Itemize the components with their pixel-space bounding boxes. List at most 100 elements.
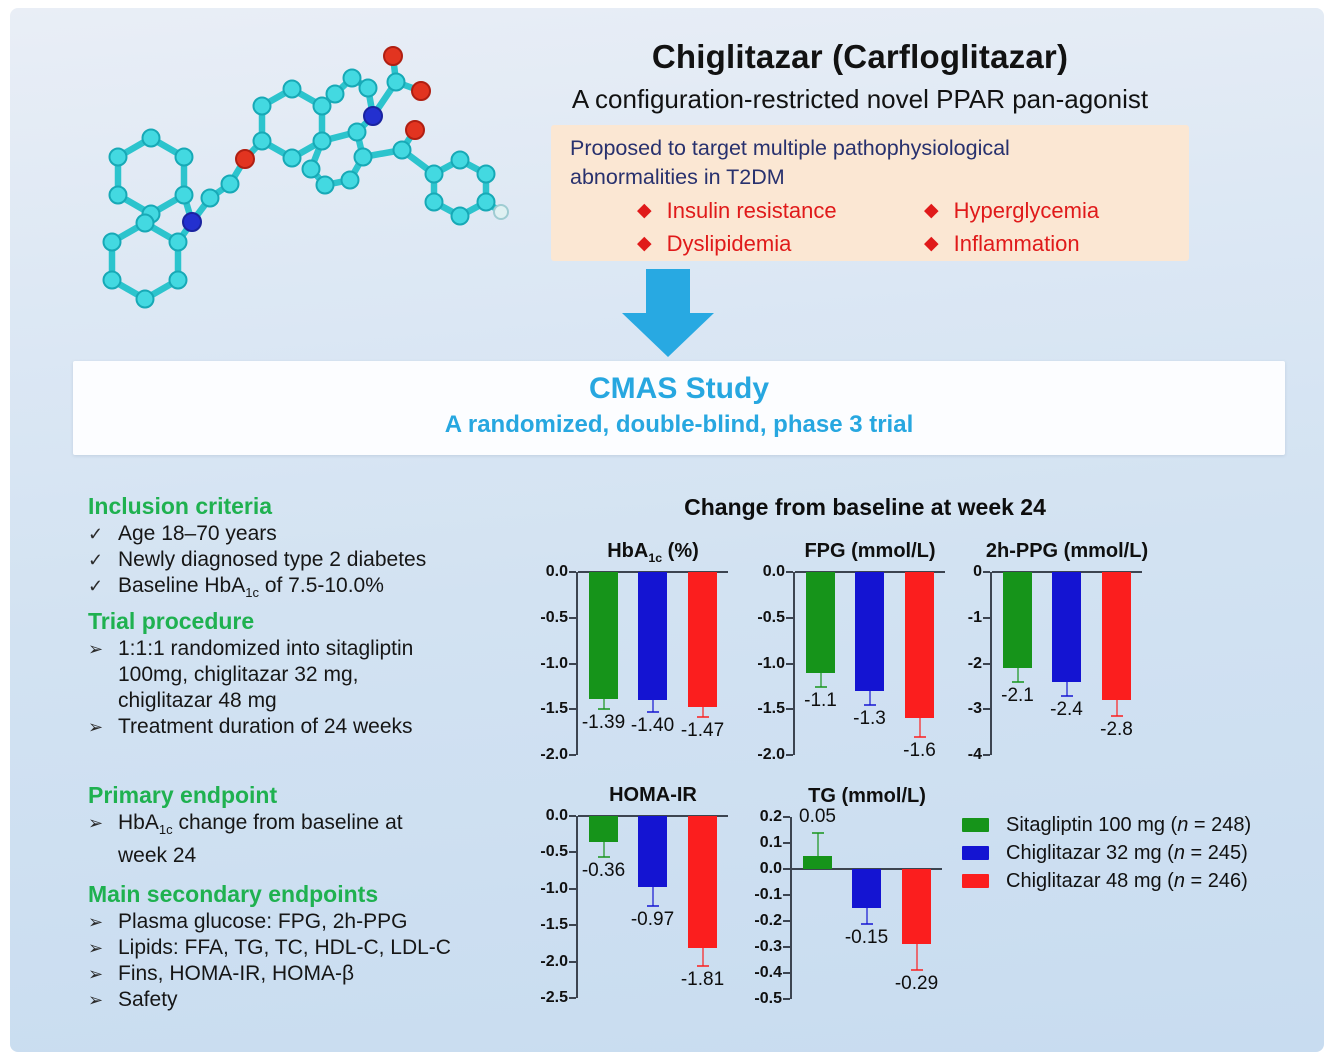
bar-chiglitazar-48mg (1102, 572, 1131, 701)
list-item: ➢ Plasma glucose: FPG, 2h-PPG (88, 909, 528, 935)
y-tick-mark (786, 571, 793, 573)
target-bullet-label: Dyslipidemia (666, 231, 792, 256)
section-heading: Main secondary endpoints (88, 881, 379, 908)
y-tick-mark (783, 920, 790, 922)
target-bullet-label: Insulin resistance (666, 198, 837, 223)
y-tick-label: -2.5 (540, 989, 568, 1006)
section-heading: Primary endpoint (88, 782, 278, 809)
list-item: ✓ Baseline HbA1c of 7.5-10.0% (88, 573, 528, 606)
bar-chiglitazar-32mg (852, 869, 881, 908)
y-tick-mark (569, 851, 576, 854)
value-label: -1.6 (903, 739, 936, 761)
diamond-icon: ◆ (924, 233, 939, 254)
arrow-bullet-icon: ➢ (88, 639, 104, 660)
y-tick-mark (983, 662, 990, 665)
error-bar-cap (1110, 715, 1123, 718)
y-tick-label: -2.0 (757, 746, 785, 763)
error-bar (651, 700, 654, 712)
list-item-text: Age 18–70 years (118, 522, 277, 545)
arrow-bullet-icon: ➢ (88, 990, 104, 1011)
error-bar-cap (910, 969, 923, 972)
bar-chiglitazar-32mg (1052, 572, 1081, 682)
bar-chiglitazar-48mg (905, 572, 934, 719)
y-tick-label: 0.2 (759, 808, 782, 825)
header: Chiglitazar (Carfloglitazar) A configura… (510, 38, 1210, 115)
bar-sitagliptin-100mg (803, 856, 832, 869)
y-tick-label: -0.5 (757, 608, 785, 626)
y-tick-label: -0.4 (754, 964, 782, 981)
bar-chiglitazar-48mg (902, 869, 931, 945)
y-tick-mark (569, 708, 576, 711)
y-tick-label: -0.3 (754, 938, 782, 955)
y-tick-label: 0.0 (762, 563, 785, 580)
page-subtitle: A configuration-restricted novel PPAR pa… (571, 84, 1149, 114)
chart-title: TG (mmol/L) (808, 785, 926, 807)
error-bar (918, 718, 921, 737)
value-label: -1.39 (581, 712, 626, 734)
check-icon: ✓ (88, 576, 104, 596)
list-item-text: Lipids: FFA, TG, TC, HDL-C, LDL-C (118, 936, 451, 960)
y-tick-mark (783, 868, 790, 870)
target-bullet-item: ◆ Insulin resistance (637, 198, 924, 224)
y-tick-label: 0.0 (759, 860, 782, 877)
chart-title: FPG (mmol/L) (804, 540, 936, 562)
error-bar-cap (646, 905, 659, 908)
target-bullet-item: ◆ Dyslipidemia (637, 231, 924, 257)
chart-title: HOMA-IR (609, 784, 697, 806)
y-tick-mark (783, 972, 790, 974)
chart-title: HbA1c (%) (607, 540, 699, 565)
y-tick-label: -2.0 (540, 746, 568, 763)
y-tick-mark (783, 946, 790, 948)
legend-label: Sitagliptin 100 mg (n = 248) (1006, 813, 1252, 836)
error-bar-cap (597, 856, 610, 859)
section-trial-procedure: Trial procedure ➢ 1:1:1 randomized into si… (88, 606, 528, 740)
list-item: ➢ Safety (88, 987, 528, 1013)
error-bar-cap (696, 715, 709, 718)
error-bar (1115, 700, 1118, 717)
study-design: A randomized, double-blind, phase 3 tria… (444, 411, 914, 438)
y-tick-mark (983, 754, 990, 756)
arrow-bullet-icon: ➢ (88, 717, 104, 738)
error-bar (701, 947, 704, 966)
value-label: -1.3 (853, 707, 886, 729)
y-tick-label: -3 (967, 700, 982, 718)
bar-chiglitazar-48mg (688, 572, 717, 707)
arrow-bullet-icon: ➢ (88, 964, 104, 985)
section-inclusion-criteria: Inclusion criteria ✓ Age 18–70 years ✓ Newly… (88, 491, 528, 606)
chart-title: 2h-PPG (mmol/L) (985, 540, 1149, 562)
background-panel: Chiglitazar (Carfloglitazar) A configura… (10, 8, 1324, 1052)
y-tick-label: -0.5 (540, 608, 568, 626)
diamond-icon: ◆ (637, 200, 652, 221)
list-item-text: 1:1:1 randomized into sitagliptin 100mg, … (118, 637, 414, 713)
arrow-bullet-icon: ➢ (88, 813, 104, 834)
legend-label: Chiglitazar 32 mg (n = 245) (1006, 841, 1248, 864)
y-tick-label: 0.1 (759, 834, 782, 851)
y-tick-label: 0.0 (545, 807, 568, 824)
bar-sitagliptin-100mg (806, 572, 835, 673)
y-tick-label: -1.5 (540, 700, 568, 718)
y-tick-label: -1.5 (757, 700, 785, 718)
list-item-text: Safety (118, 988, 178, 1012)
bar-chiglitazar-32mg (638, 816, 667, 887)
y-tick-mark (983, 616, 990, 619)
target-bullet-label: Hyperglycemia (953, 198, 1100, 223)
y-tick-mark (783, 816, 790, 818)
y-tick-label: -1.0 (757, 654, 785, 672)
value-label: -0.15 (844, 926, 889, 948)
y-tick-label: 0.0 (545, 563, 568, 580)
value-label: -1.40 (630, 714, 675, 736)
nitrogen-atoms (182, 106, 383, 232)
bar-chiglitazar-48mg (688, 816, 717, 948)
error-bar (868, 690, 871, 705)
legend-swatch-chiglitazar-48mg (962, 874, 989, 888)
value-label: -1.1 (804, 690, 837, 712)
study-details-panel: Inclusion criteria ✓ Age 18–70 years ✓ Newly… (88, 491, 528, 1013)
charts-section-title: Change from baseline at week 24 (684, 494, 1046, 520)
error-bar (602, 842, 605, 858)
list-item-text: HbA1c change from baseline at week 24 (118, 811, 403, 868)
arrow-bullet-icon: ➢ (88, 938, 104, 959)
error-bar (915, 944, 918, 971)
list-item-text: Baseline HbA1c of 7.5-10.0% (118, 574, 384, 601)
legend-item: Chiglitazar 48 mg (n = 246) (962, 867, 1251, 895)
y-tick-mark (569, 616, 576, 619)
